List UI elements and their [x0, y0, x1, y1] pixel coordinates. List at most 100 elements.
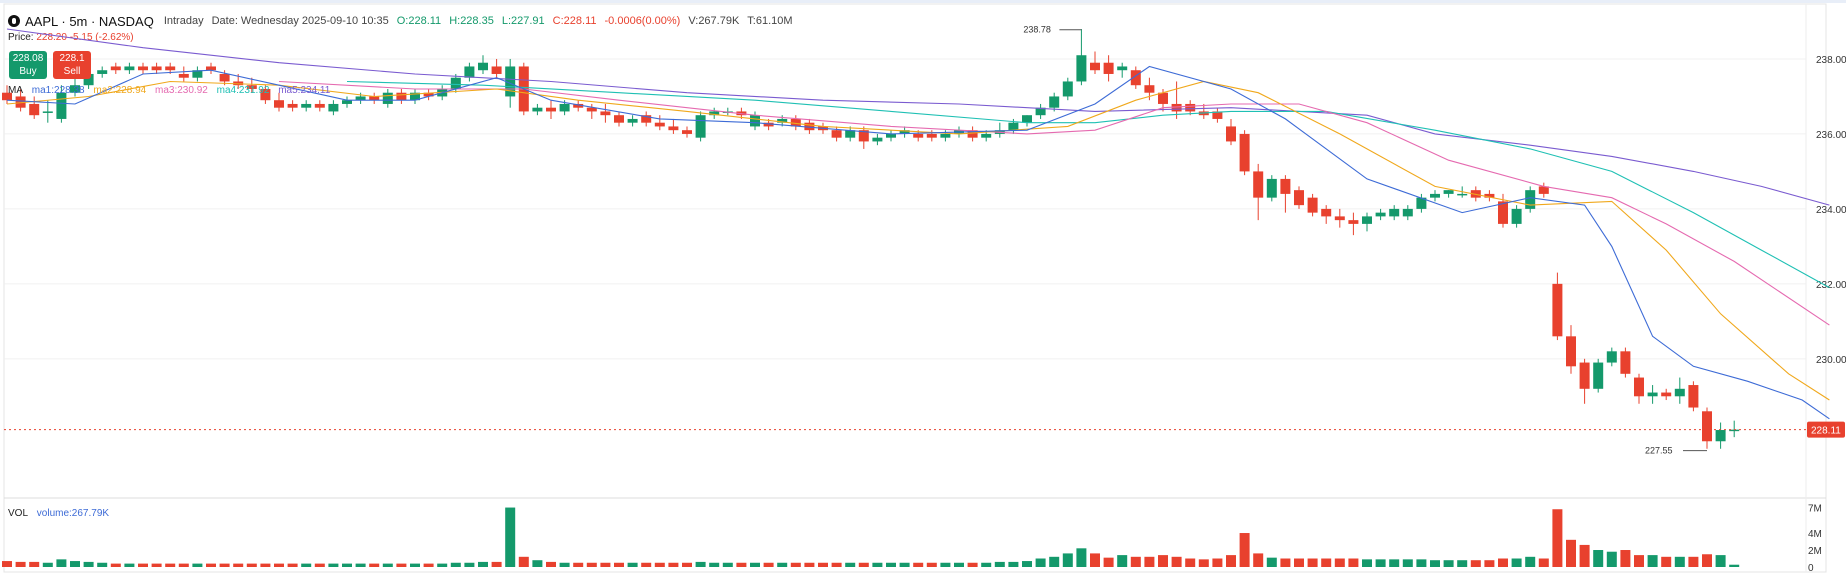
volume-bar [396, 563, 407, 567]
candle-body [641, 115, 652, 123]
volume-bar [1130, 556, 1141, 567]
candle-body [1511, 208, 1522, 224]
close-value: C:228.11 [552, 15, 597, 27]
volume-bar [1294, 558, 1304, 567]
current-price-tag: 228.11 [1811, 426, 1841, 437]
candle-body [1008, 122, 1019, 131]
candle-body [491, 66, 502, 74]
volume-bar [219, 563, 230, 567]
volume-bar [818, 562, 828, 567]
volume-bar [246, 563, 257, 567]
candle-body [926, 133, 937, 138]
volume-bar [97, 562, 108, 567]
volume-bar [1620, 550, 1631, 567]
volume-bar [954, 562, 964, 567]
candle-body [1416, 197, 1427, 209]
change-value: -0.0006(0.00%) [604, 15, 681, 27]
candle-body [886, 133, 896, 138]
volume-bar [287, 563, 298, 567]
volume-bar [1185, 558, 1196, 567]
candle-body [83, 73, 94, 86]
buy-button[interactable]: 228.08 Buy [9, 51, 47, 79]
volume-bar [437, 563, 448, 567]
volume-bar [1198, 559, 1209, 567]
volume-bar [1552, 509, 1563, 567]
volume-bar [56, 559, 67, 567]
volume-bar [1579, 544, 1590, 567]
candle-body [627, 118, 638, 123]
candle-body [1579, 362, 1590, 389]
volume-bar [1593, 550, 1604, 567]
candle-body [192, 70, 203, 78]
volume-bar [314, 563, 325, 567]
candle-body [1253, 171, 1264, 198]
sell-button[interactable]: 228.1 Sell [53, 51, 91, 79]
candle-body [913, 133, 924, 138]
volume-bar [464, 562, 475, 567]
volume-bar [1321, 558, 1332, 567]
volume-bar [1076, 548, 1087, 567]
volume-bar [1144, 556, 1155, 567]
candle-body [1606, 351, 1617, 363]
volume-bar [994, 561, 1005, 567]
ma-legend-title[interactable]: MA [8, 85, 23, 96]
volume-tick-label: 2M [1808, 546, 1822, 557]
volume-bar [1606, 551, 1617, 567]
candle-body [1674, 388, 1685, 397]
candle-body [1430, 193, 1440, 198]
candle-body [532, 107, 543, 112]
candle-body [342, 100, 352, 104]
volume-bar [1103, 557, 1114, 567]
volume-bar [192, 563, 203, 567]
candle-body [138, 66, 148, 71]
ma2-line [6, 80, 1830, 401]
volume-bar [981, 562, 992, 567]
candle-body [1620, 351, 1631, 374]
candle-body [396, 92, 407, 101]
open-value: O:228.11 [396, 15, 442, 27]
ma4-legend: ma4:231.92 [216, 85, 270, 96]
volume-bar [1334, 558, 1345, 567]
volume-bar [1729, 564, 1740, 567]
volume-bar [804, 562, 815, 567]
candle-body [654, 122, 665, 127]
volume-bar [260, 563, 271, 567]
volume-bar [15, 561, 26, 567]
volume-bar [586, 562, 597, 567]
candle-body [1525, 190, 1536, 209]
volume-bar [899, 562, 910, 567]
volume-bar [1022, 561, 1032, 567]
volume-bar [1171, 556, 1182, 567]
candle-body [614, 115, 624, 123]
volume-bar [1674, 556, 1685, 567]
candle-body [858, 130, 869, 142]
candle-body [1239, 133, 1250, 172]
candle-body [695, 115, 706, 138]
candle-body [1035, 107, 1046, 116]
ma3-line [278, 80, 1830, 326]
candle-body [1647, 392, 1658, 397]
volume-bar [546, 561, 556, 567]
volume-bar [858, 562, 869, 567]
candle-body [1307, 197, 1318, 213]
candle-body [1538, 186, 1549, 194]
volume-bar [1661, 556, 1672, 567]
candle-body [1294, 190, 1304, 206]
candle-body [70, 85, 80, 93]
low-value: L:227.91 [501, 15, 545, 27]
volume-legend-title[interactable]: VOL [8, 508, 29, 519]
price-tick-label: 238.00 [1816, 55, 1846, 66]
candle-body [1090, 62, 1100, 71]
candle-body [1130, 70, 1141, 86]
price-change-value: 228.20 -5.15 (-2.62%) [36, 32, 134, 43]
candle-body [478, 62, 488, 71]
volume-bar [886, 562, 896, 567]
price-tick-label: 230.00 [1816, 355, 1846, 366]
candle-body [2, 92, 12, 101]
symbol-label[interactable]: AAPL · 5m · NASDAQ [25, 13, 154, 29]
candle-body [1062, 81, 1073, 97]
volume-bar [83, 561, 94, 567]
volume-legend-value: volume:267.79K [36, 508, 110, 519]
